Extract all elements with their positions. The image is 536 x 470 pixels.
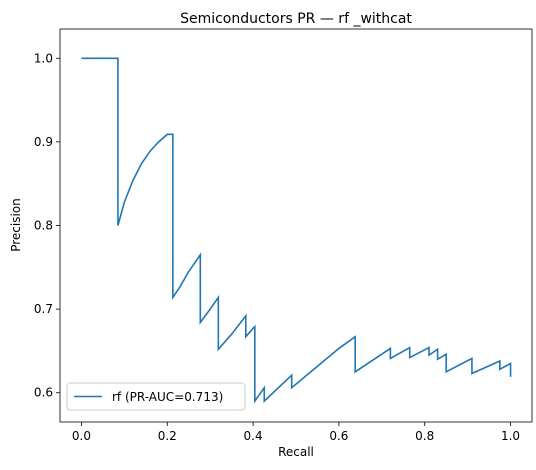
x-tick-label: 1.0 (501, 429, 520, 443)
x-axis-label: Recall (278, 445, 314, 459)
x-tick-label: 0.0 (72, 429, 91, 443)
y-tick-label: 0.9 (34, 135, 53, 149)
y-tick-label: 0.6 (34, 386, 53, 400)
x-tick-label: 0.4 (244, 429, 263, 443)
y-tick-label: 0.7 (34, 302, 53, 316)
plot-area (59, 28, 533, 423)
x-tick-label: 0.2 (158, 429, 177, 443)
series-layer (81, 57, 512, 404)
x-tick-label: 0.8 (415, 429, 434, 443)
y-axis-ticks: 0.6 0.7 0.8 0.9 1.0 (34, 51, 60, 400)
series-line-0 (81, 57, 512, 404)
legend: rf (PR-AUC=0.713) (66, 382, 246, 411)
plot-frame (59, 28, 533, 423)
y-axis-label: Precision (9, 198, 23, 252)
x-axis-ticks: 0.0 0.2 0.4 0.6 0.8 1.0 (72, 422, 520, 443)
chart-title: Semiconductors PR — rf _withcat (180, 11, 412, 27)
legend-label: rf (PR-AUC=0.713) (112, 390, 223, 404)
y-tick-label: 1.0 (34, 51, 53, 65)
legend-box (66, 382, 246, 411)
y-tick-label: 0.8 (34, 219, 53, 233)
x-tick-label: 0.6 (329, 429, 348, 443)
